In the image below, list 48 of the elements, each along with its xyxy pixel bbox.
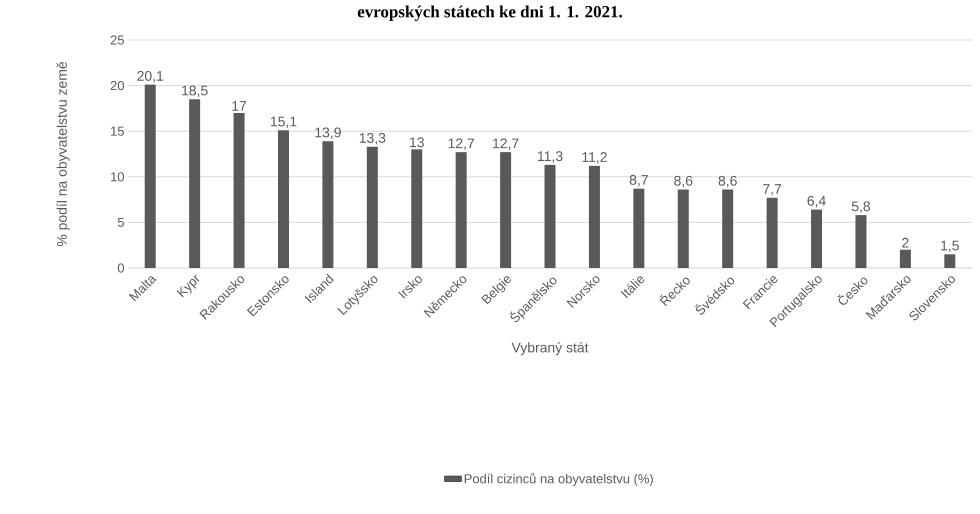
bar [366,146,378,268]
data-label: 20,1 [137,70,164,82]
bar [766,198,778,268]
x-axis-title: Vybraný stát [512,342,588,356]
data-label: 11,3 [538,151,562,163]
y-tick-label: 15 [111,126,124,136]
data-label: 11,2 [582,152,607,164]
data-label: 13 [410,137,424,148]
bar [900,250,911,268]
y-axis-title: % podíl na obyvatelstvu země [56,62,70,246]
y-tick-label: 20 [110,81,124,90]
data-label: 2 [902,238,909,248]
bar [411,149,422,268]
bar [633,188,644,268]
bar [322,141,334,268]
y-tick-label: 0 [118,263,124,273]
bar [500,152,512,268]
bar [722,190,734,268]
data-label: 7,7 [763,184,782,196]
data-label: 13,3 [360,132,386,144]
data-label: 1,5 [941,240,959,252]
data-label: 12,7 [493,138,518,150]
y-tick-label: 5 [118,218,124,227]
bar [189,99,200,268]
data-label: 18,5 [182,86,208,98]
data-label: 13,9 [315,127,341,140]
data-label: 8,6 [674,176,692,188]
data-label: 5,8 [852,201,870,213]
bar [678,190,689,268]
data-label: 17 [232,101,246,111]
bar [588,166,600,268]
bar [234,112,245,268]
data-label: 12,7 [448,138,474,150]
bar [144,84,156,268]
bar [544,164,556,268]
bar [278,130,289,268]
bar [811,210,822,268]
data-label: 15,1 [270,116,296,128]
y-tick-label: 25 [110,35,124,45]
bar [456,152,467,268]
bar [944,254,956,268]
data-label: 8,7 [630,174,648,186]
legend-label: Podíl cizinců na obyvatelstvu (%) [464,472,653,486]
data-label: 8,6 [718,176,737,188]
bar [855,215,866,268]
chart-title: evropských státech ke dni 1. 1. 2021. [358,6,622,21]
data-label: 6,4 [808,196,826,208]
y-tick-label: 10 [111,172,124,182]
